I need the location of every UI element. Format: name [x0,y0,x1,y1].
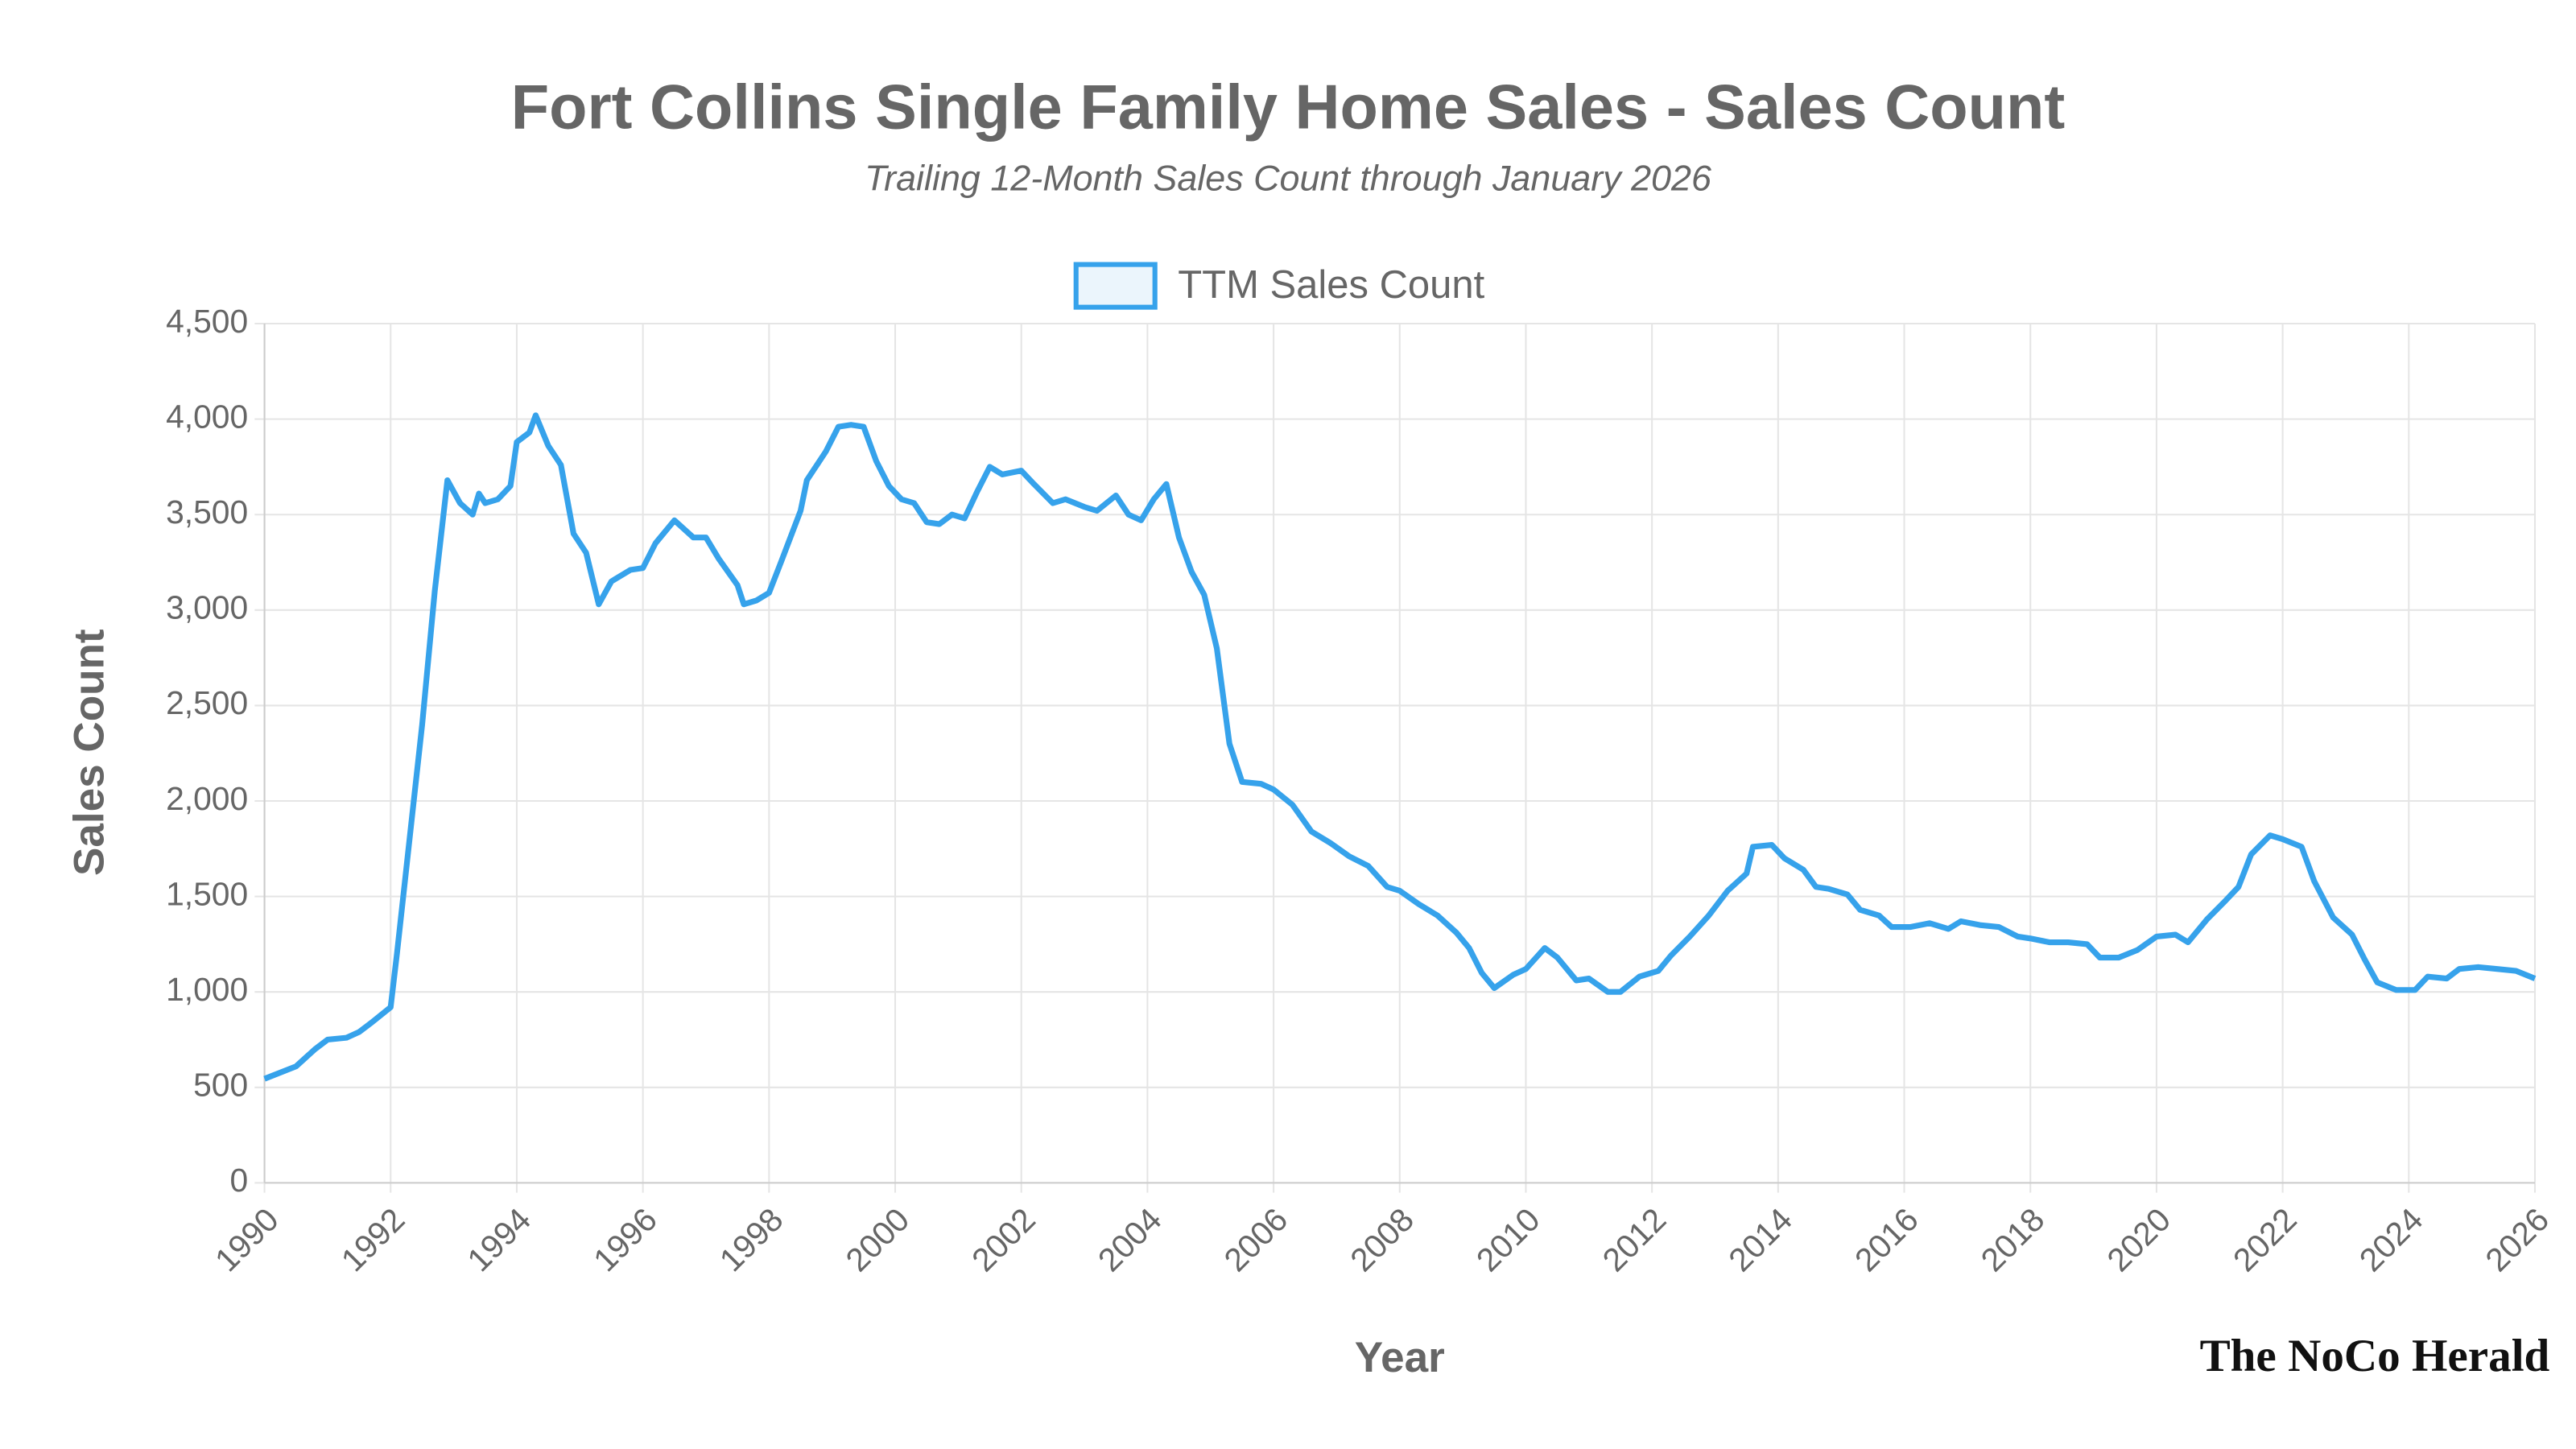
y-tick-label: 2,500 [166,684,248,721]
legend-label[interactable]: TTM Sales Count [1178,263,1484,307]
y-tick-label: 1,500 [166,875,248,912]
x-tick-label: 2020 [2099,1201,2178,1279]
legend-swatch[interactable] [1073,262,1158,310]
x-tick-label: 2016 [1847,1201,1926,1279]
x-tick-label: 1998 [712,1201,791,1279]
x-tick-label: 2000 [839,1201,917,1279]
x-axis-title: Year [1355,1334,1445,1381]
data-line [263,412,2537,1082]
y-tick-label: 2,000 [166,780,248,817]
x-tick-label: 2024 [2352,1201,2430,1279]
y-tick-label: 4,000 [166,398,248,435]
x-tick-label: 2012 [1596,1201,1674,1279]
x-tick-label: 2004 [1091,1201,1169,1279]
y-tick-label: 0 [229,1162,248,1199]
x-tick-label: 2010 [1469,1201,1547,1279]
y-tick-label: 3,000 [166,589,248,626]
x-tick-label: 1996 [586,1201,664,1279]
x-tick-label: 2006 [1217,1201,1295,1279]
y-axis-title: Sales Count [65,629,113,876]
credit: The NoCo Herald [2200,1331,2550,1381]
y-tick-label: 4,500 [166,303,248,340]
y-tick-label: 1,000 [166,971,248,1008]
chart-title: Fort Collins Single Family Home Sales - … [511,72,2065,142]
y-tick-label: 500 [193,1067,248,1104]
x-tick-label: 2008 [1343,1201,1421,1279]
x-tick-label: 2026 [2479,1201,2557,1279]
x-tick-label: 2018 [1974,1201,2052,1279]
chart-subtitle: Trailing 12-Month Sales Count through Ja… [865,157,1711,198]
x-tick-label: 2002 [964,1201,1042,1279]
x-tick-label: 1994 [460,1201,538,1279]
x-tick-label: 2022 [2226,1201,2304,1279]
x-tick-label: 1992 [334,1201,412,1279]
x-tick-label: 2014 [1721,1201,1799,1279]
x-tick-label: 1990 [208,1201,286,1279]
y-tick-label: 3,500 [166,493,248,530]
